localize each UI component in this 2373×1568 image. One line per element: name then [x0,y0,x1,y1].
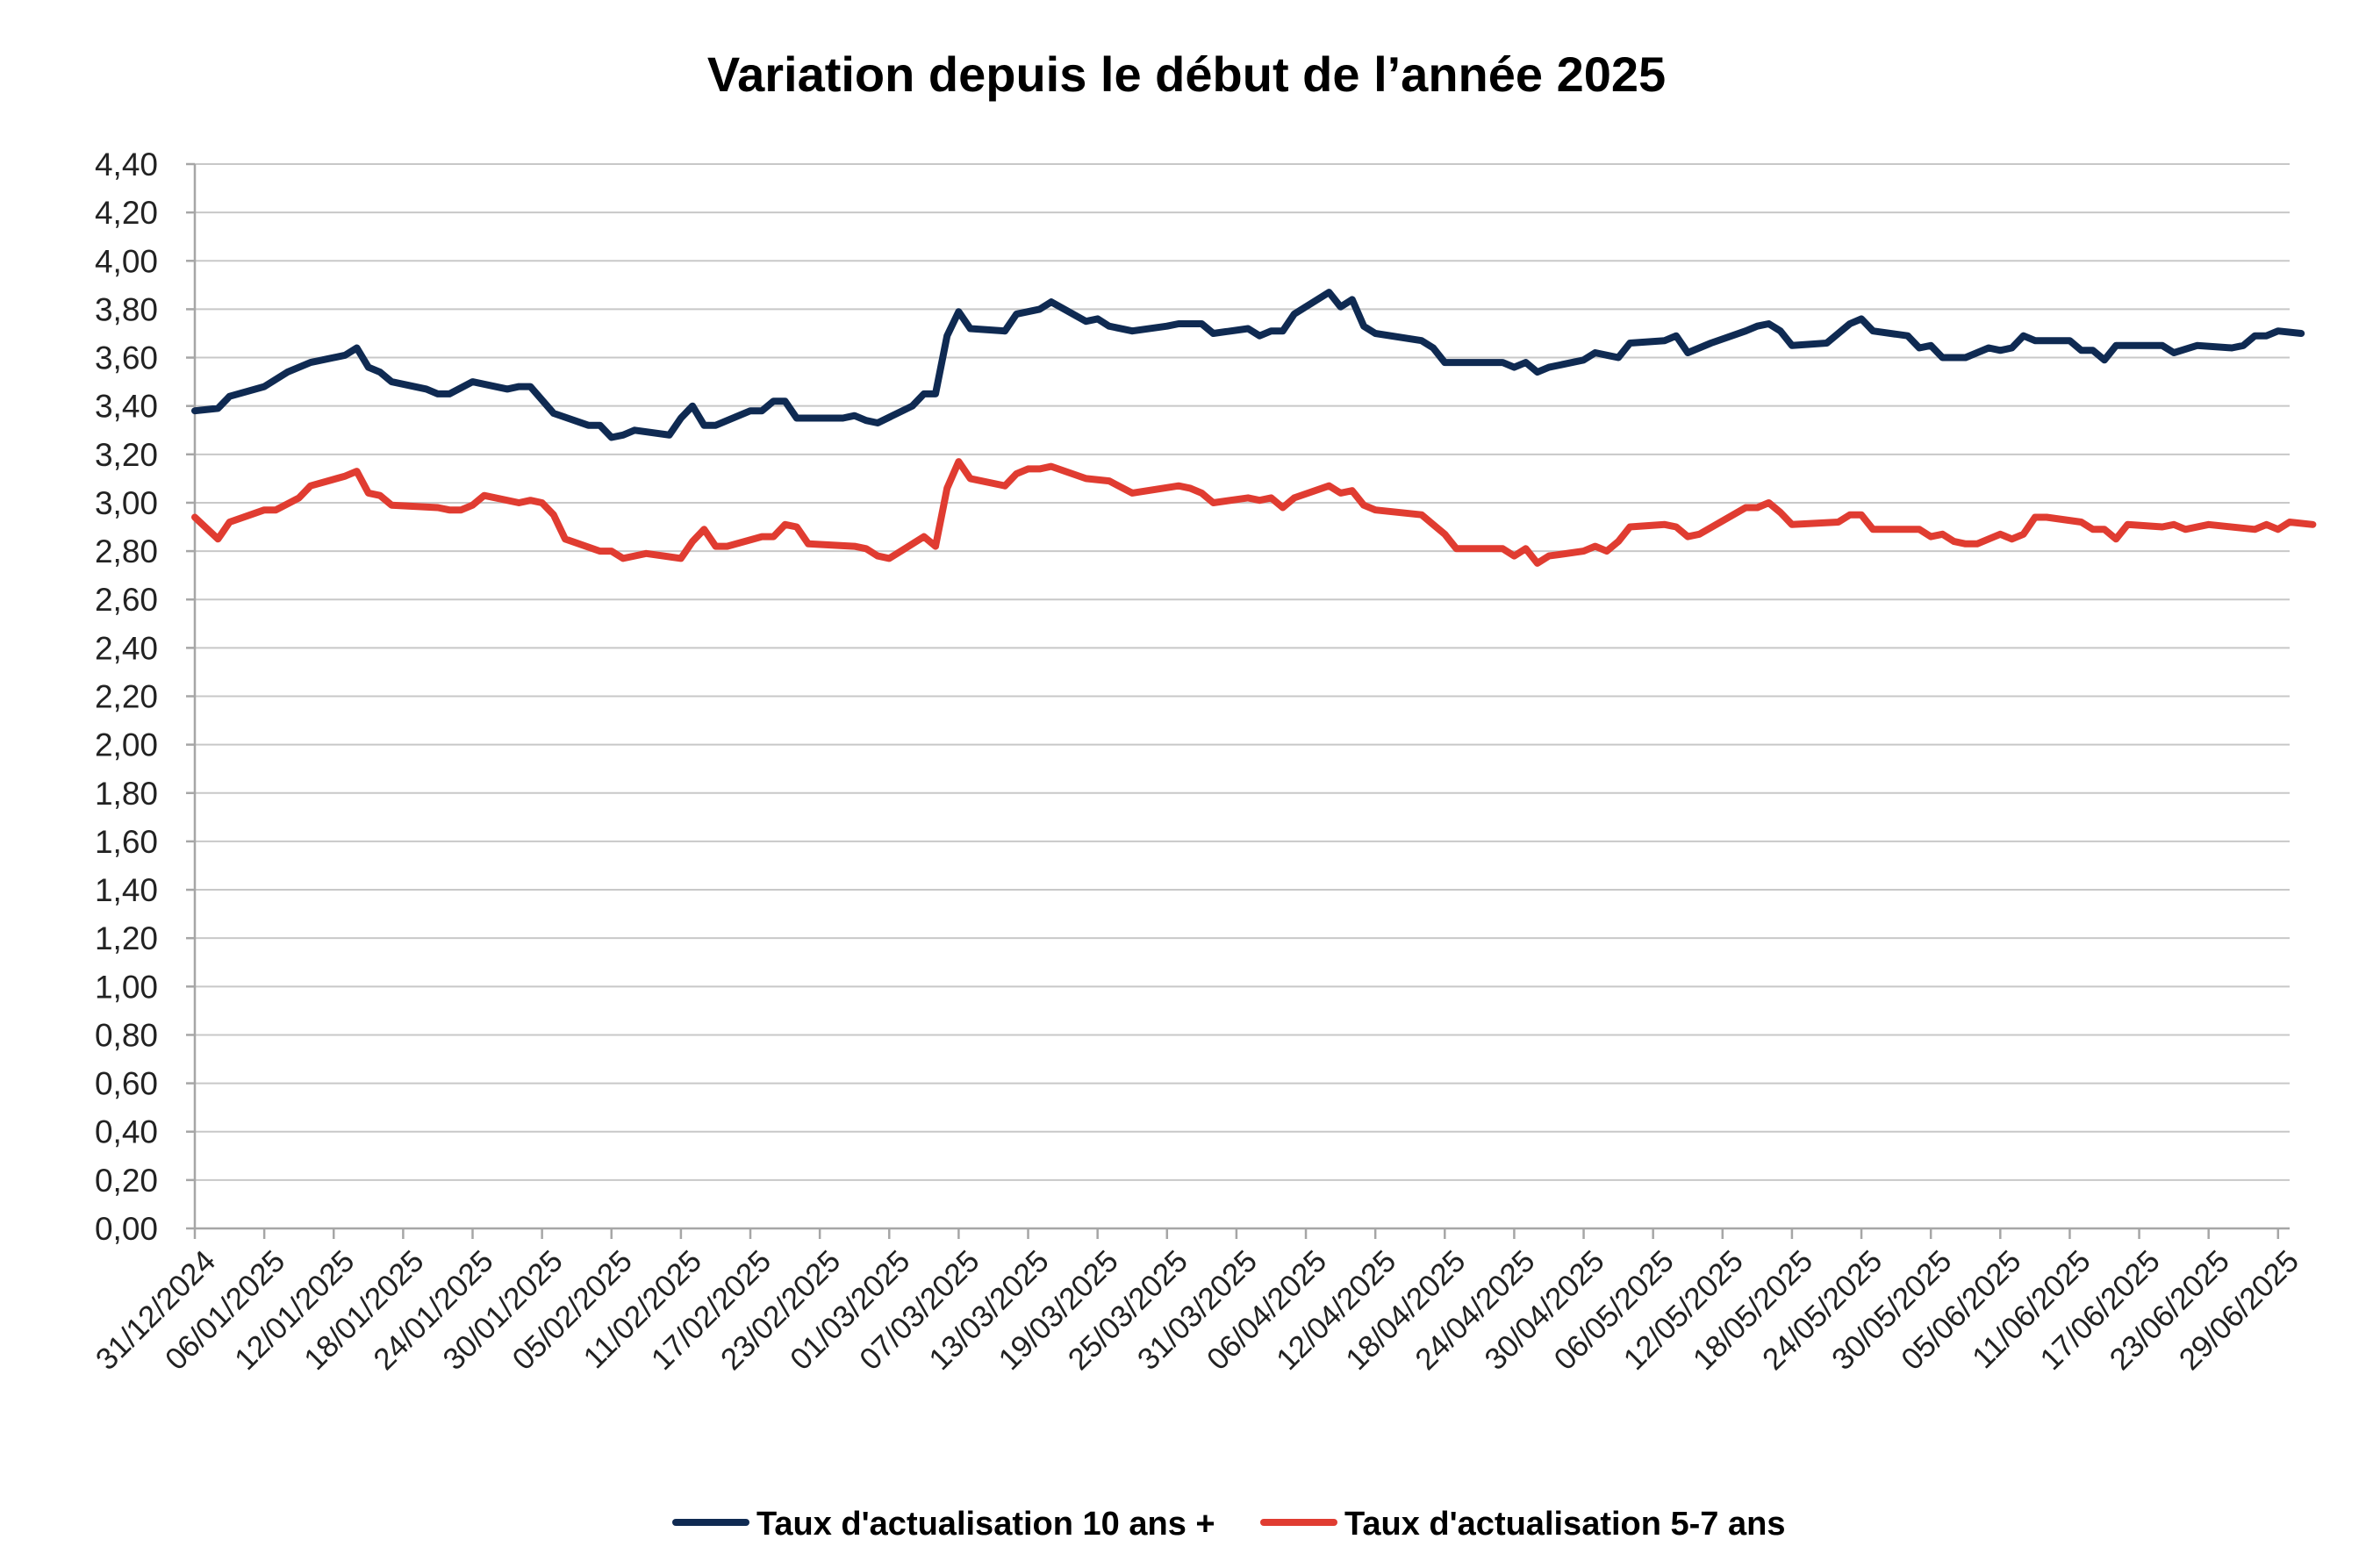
y-tick-label: 0,00 [95,1211,158,1247]
y-tick-label: 1,20 [95,920,158,956]
y-tick-label: 2,00 [95,727,158,763]
y-tick-label: 3,20 [95,437,158,473]
series-line-2 [191,458,2317,567]
y-tick-label: 3,80 [95,291,158,327]
y-tick-label: 3,00 [95,485,158,521]
y-tick-label: 1,40 [95,872,158,908]
y-tick-label: 3,40 [95,389,158,425]
y-tick-label: 2,80 [95,533,158,569]
y-tick-label: 1,80 [95,776,158,812]
y-tick-label: 0,60 [95,1066,158,1102]
y-tick-label: 0,40 [95,1114,158,1150]
chart-title: Variation depuis le début de l’année 202… [707,47,1666,102]
legend-label-1: Taux d'actualisation 10 ans + [756,1506,1215,1543]
y-tick-label: 0,20 [95,1163,158,1199]
series-lines [191,289,2317,567]
y-axis-ticks: 0,00 0,20 0,40 0,60 0,80 1,00 1,20 1,40 1,60 1,80… [95,147,158,1247]
y-tick-label: 2,60 [95,582,158,618]
legend: Taux d'actualisation 10 ans + Taux d'actu… [672,1506,1785,1543]
gridlines [195,163,2290,1181]
y-tick-label: 2,40 [95,630,158,666]
axes [186,162,2290,1239]
series-line-1 [191,289,2305,441]
y-tick-label: 2,20 [95,679,158,715]
y-tick-label: 1,60 [95,824,158,860]
y-tick-label: 4,20 [95,195,158,231]
y-tick-label: 4,00 [95,243,158,279]
y-tick-label: 4,40 [95,147,158,183]
x-axis-ticks: 31/12/202406/01/202512/01/202518/01/2025… [90,1244,2305,1377]
y-tick-label: 3,60 [95,340,158,376]
y-tick-label: 0,80 [95,1017,158,1053]
legend-label-2: Taux d'actualisation 5-7 ans [1344,1506,1785,1543]
y-tick-label: 1,00 [95,969,158,1005]
